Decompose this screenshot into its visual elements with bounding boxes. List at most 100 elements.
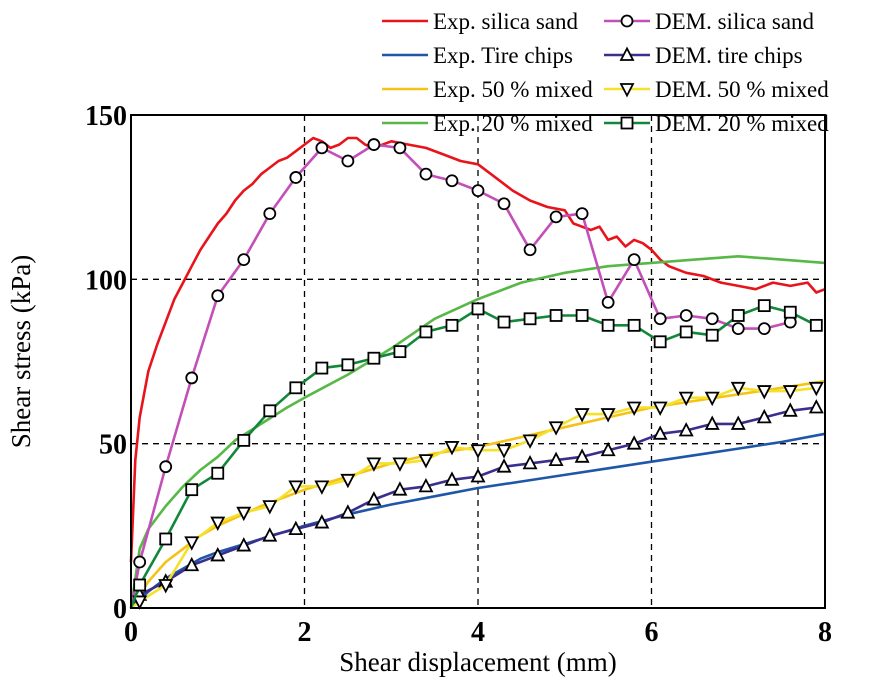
data-point xyxy=(679,325,693,339)
data-point xyxy=(133,578,147,592)
series-7 xyxy=(129,299,823,609)
legend-item: DEM. 50 % mixed xyxy=(604,77,829,102)
data-point xyxy=(418,454,434,469)
data-point xyxy=(808,399,824,414)
data-point xyxy=(757,299,771,313)
data-point xyxy=(730,415,746,430)
data-point xyxy=(184,536,200,551)
data-point xyxy=(809,318,823,332)
data-point xyxy=(185,483,199,497)
data-point xyxy=(315,361,329,375)
data-point xyxy=(627,253,641,267)
data-point xyxy=(704,415,720,430)
legend-label: Exp. silica sand xyxy=(433,9,578,34)
data-point xyxy=(288,480,304,495)
legend-item: DEM. silica sand xyxy=(604,9,815,34)
legend-item: Exp. 20 % mixed xyxy=(382,111,593,136)
data-point xyxy=(626,401,642,416)
legend-item: Exp. 50 % mixed xyxy=(382,77,593,102)
data-point xyxy=(705,328,719,342)
data-point xyxy=(236,537,252,552)
data-point xyxy=(548,451,564,467)
data-point xyxy=(679,309,693,322)
x-tick-label: 8 xyxy=(818,617,832,648)
legend-item: DEM. 20 % mixed xyxy=(604,111,829,136)
data-point xyxy=(444,471,460,486)
data-point xyxy=(289,171,303,184)
y-tick-label: 0 xyxy=(113,594,127,625)
y-tick-label: 100 xyxy=(85,265,127,296)
x-tick-label: 4 xyxy=(471,617,485,648)
data-point xyxy=(497,197,511,211)
data-point xyxy=(237,253,251,267)
data-point xyxy=(549,309,563,322)
series-3 xyxy=(129,254,826,609)
legend-marker xyxy=(620,116,634,130)
data-point xyxy=(445,174,459,188)
data-point xyxy=(808,381,824,397)
data-point xyxy=(289,381,303,395)
data-point xyxy=(392,481,408,496)
data-point xyxy=(523,243,537,257)
data-point xyxy=(367,351,381,365)
legend: Exp. silica sand Exp. Tire chips Exp. 50 %… xyxy=(382,9,829,136)
data-point xyxy=(705,312,719,326)
data-point xyxy=(626,435,642,450)
data-point xyxy=(393,141,407,155)
data-point xyxy=(756,408,772,424)
data-point xyxy=(471,184,485,197)
y-tick-label: 50 xyxy=(99,430,127,461)
data-point xyxy=(210,516,226,531)
data-point xyxy=(366,457,382,472)
data-point xyxy=(730,381,746,397)
data-point xyxy=(236,506,252,522)
x-axis-label: Shear displacement (mm) xyxy=(339,647,616,677)
data-point xyxy=(496,444,512,459)
data-point xyxy=(600,441,616,457)
series-line xyxy=(129,254,826,609)
data-point xyxy=(341,154,355,168)
data-point xyxy=(757,322,771,336)
data-point xyxy=(314,514,330,529)
data-point xyxy=(678,391,694,407)
data-point xyxy=(184,556,200,572)
data-point xyxy=(159,460,173,474)
series-group xyxy=(129,136,826,610)
data-point xyxy=(263,207,277,221)
data-point xyxy=(418,477,434,493)
tick-labels: 0 2 4 6 8 0 50 100 150 xyxy=(85,101,832,648)
legend-marker xyxy=(619,46,635,61)
data-point xyxy=(652,401,668,416)
data-point xyxy=(523,312,537,326)
data-point xyxy=(263,404,277,418)
data-point xyxy=(315,141,329,155)
legend-label: DEM. 50 % mixed xyxy=(655,77,829,102)
x-tick-label: 6 xyxy=(645,617,659,648)
data-point xyxy=(522,454,538,470)
data-point xyxy=(731,309,745,322)
data-point xyxy=(574,448,590,463)
legend-label: Exp. 20 % mixed xyxy=(433,111,593,136)
data-point xyxy=(627,318,641,332)
data-point xyxy=(575,207,589,221)
series-line xyxy=(129,304,817,609)
legend-label: DEM. 20 % mixed xyxy=(655,111,829,136)
data-point xyxy=(132,595,148,610)
data-point xyxy=(185,371,199,385)
series-line xyxy=(129,406,817,609)
series-1 xyxy=(130,432,826,609)
x-tick-label: 2 xyxy=(298,617,312,648)
plot-frame xyxy=(130,114,826,609)
data-point xyxy=(419,325,433,339)
data-point xyxy=(445,318,459,332)
series-line xyxy=(130,386,817,610)
data-point xyxy=(340,504,356,519)
data-point xyxy=(341,358,355,372)
legend-item: Exp. Tire chips xyxy=(382,43,573,68)
legend-label: Exp. 50 % mixed xyxy=(433,77,593,102)
data-point xyxy=(211,289,225,303)
data-point xyxy=(159,532,173,546)
data-point xyxy=(314,480,330,495)
data-point xyxy=(704,391,720,407)
